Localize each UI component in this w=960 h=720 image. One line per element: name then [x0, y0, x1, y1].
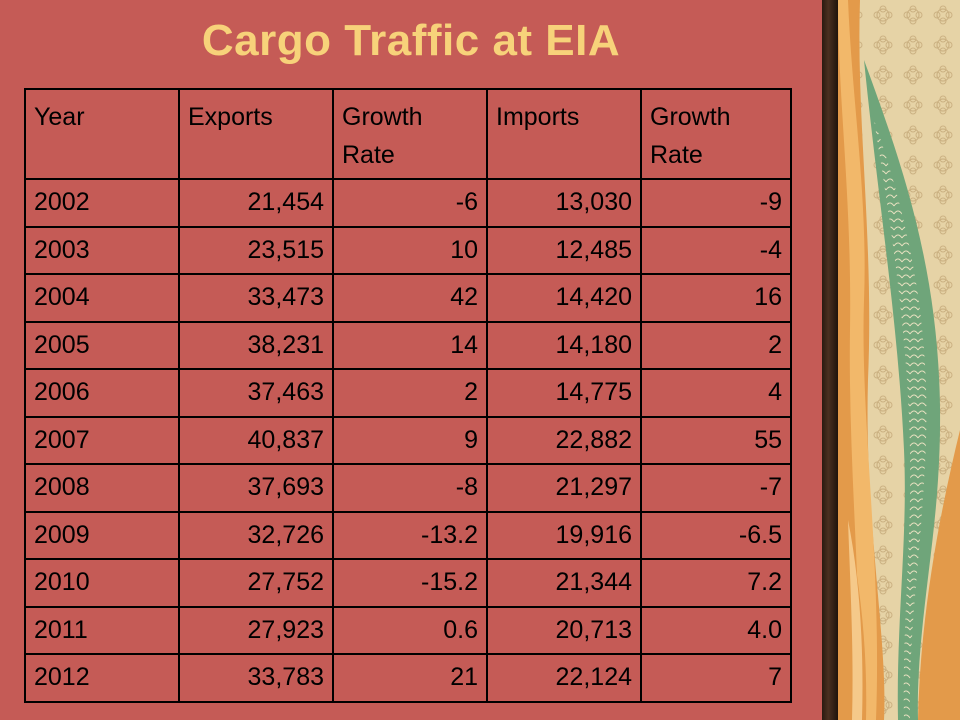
cell-year: 2009 — [24, 510, 180, 560]
cell-exports-growth-rate: 10 — [332, 225, 488, 275]
cell-exports-growth-rate: -13.2 — [332, 510, 488, 560]
header-exports-growth-rate: Growth Rate — [332, 88, 488, 180]
cell-imports-growth-rate: 7.2 — [640, 558, 792, 608]
cell-imports: 13,030 — [486, 178, 642, 228]
cell-exports-growth-rate: 0.6 — [332, 605, 488, 655]
cell-year: 2012 — [24, 653, 180, 703]
cell-exports: 33,473 — [178, 273, 334, 323]
cell-imports-growth-rate: 4.0 — [640, 605, 792, 655]
cell-imports-growth-rate: -6.5 — [640, 510, 792, 560]
table-row: 2005 38,231 14 14,180 2 — [24, 320, 792, 370]
header-exports: Exports — [178, 88, 334, 180]
table-row: 2010 27,752 -15.2 21,344 7.2 — [24, 558, 792, 608]
cell-exports-growth-rate: 9 — [332, 415, 488, 465]
slide-background: Cargo Traffic at EIA Year Exports Growth… — [0, 0, 822, 720]
table-row: 2003 23,515 10 12,485 -4 — [24, 225, 792, 275]
cell-imports-growth-rate: 4 — [640, 368, 792, 418]
table-row: 2012 33,783 21 22,124 7 — [24, 653, 792, 703]
cell-exports-growth-rate: 14 — [332, 320, 488, 370]
cell-exports-growth-rate: 42 — [332, 273, 488, 323]
cell-exports-growth-rate: -6 — [332, 178, 488, 228]
cell-exports: 21,454 — [178, 178, 334, 228]
header-imports-growth-rate: Growth Rate — [640, 88, 792, 180]
cell-imports-growth-rate: -9 — [640, 178, 792, 228]
cell-exports-growth-rate: -15.2 — [332, 558, 488, 608]
cell-year: 2008 — [24, 463, 180, 513]
cargo-traffic-table: Year Exports Growth Rate Imports Growth … — [24, 88, 792, 703]
cell-exports: 40,837 — [178, 415, 334, 465]
cell-imports: 14,420 — [486, 273, 642, 323]
cell-imports: 22,882 — [486, 415, 642, 465]
cell-year: 2003 — [24, 225, 180, 275]
table-row: 2007 40,837 9 22,882 55 — [24, 415, 792, 465]
cell-imports: 19,916 — [486, 510, 642, 560]
cell-imports-growth-rate: 2 — [640, 320, 792, 370]
cell-imports-growth-rate: -4 — [640, 225, 792, 275]
header-imports: Imports — [486, 88, 642, 180]
cell-exports: 37,463 — [178, 368, 334, 418]
cell-year: 2002 — [24, 178, 180, 228]
cell-year: 2004 — [24, 273, 180, 323]
cell-imports-growth-rate: 16 — [640, 273, 792, 323]
cell-imports: 22,124 — [486, 653, 642, 703]
table-row: 2009 32,726 -13.2 19,916 -6.5 — [24, 510, 792, 560]
table-row: 2008 37,693 -8 21,297 -7 — [24, 463, 792, 513]
cell-year: 2011 — [24, 605, 180, 655]
table-header-row: Year Exports Growth Rate Imports Growth … — [24, 88, 792, 180]
decorative-art — [838, 0, 960, 720]
divider-strip — [822, 0, 838, 720]
cell-exports: 37,693 — [178, 463, 334, 513]
cell-exports: 38,231 — [178, 320, 334, 370]
cell-imports-growth-rate: -7 — [640, 463, 792, 513]
cell-year: 2005 — [24, 320, 180, 370]
cell-year: 2010 — [24, 558, 180, 608]
cell-exports-growth-rate: 21 — [332, 653, 488, 703]
cell-imports: 14,775 — [486, 368, 642, 418]
cell-exports: 27,752 — [178, 558, 334, 608]
header-year: Year — [24, 88, 180, 180]
cell-imports-growth-rate: 7 — [640, 653, 792, 703]
cell-imports: 12,485 — [486, 225, 642, 275]
cell-imports: 21,344 — [486, 558, 642, 608]
cell-imports: 14,180 — [486, 320, 642, 370]
cell-imports: 21,297 — [486, 463, 642, 513]
cell-exports: 23,515 — [178, 225, 334, 275]
table-row: 2002 21,454 -6 13,030 -9 — [24, 178, 792, 228]
cell-exports: 32,726 — [178, 510, 334, 560]
table-row: 2011 27,923 0.6 20,713 4.0 — [24, 605, 792, 655]
cell-exports-growth-rate: -8 — [332, 463, 488, 513]
cell-year: 2006 — [24, 368, 180, 418]
cell-exports-growth-rate: 2 — [332, 368, 488, 418]
table-row: 2006 37,463 2 14,775 4 — [24, 368, 792, 418]
slide-title: Cargo Traffic at EIA — [201, 16, 621, 65]
cell-exports: 33,783 — [178, 653, 334, 703]
table-row: 2004 33,473 42 14,420 16 — [24, 273, 792, 323]
cell-year: 2007 — [24, 415, 180, 465]
cell-imports-growth-rate: 55 — [640, 415, 792, 465]
cell-exports: 27,923 — [178, 605, 334, 655]
cell-imports: 20,713 — [486, 605, 642, 655]
decorative-panel — [838, 0, 960, 720]
